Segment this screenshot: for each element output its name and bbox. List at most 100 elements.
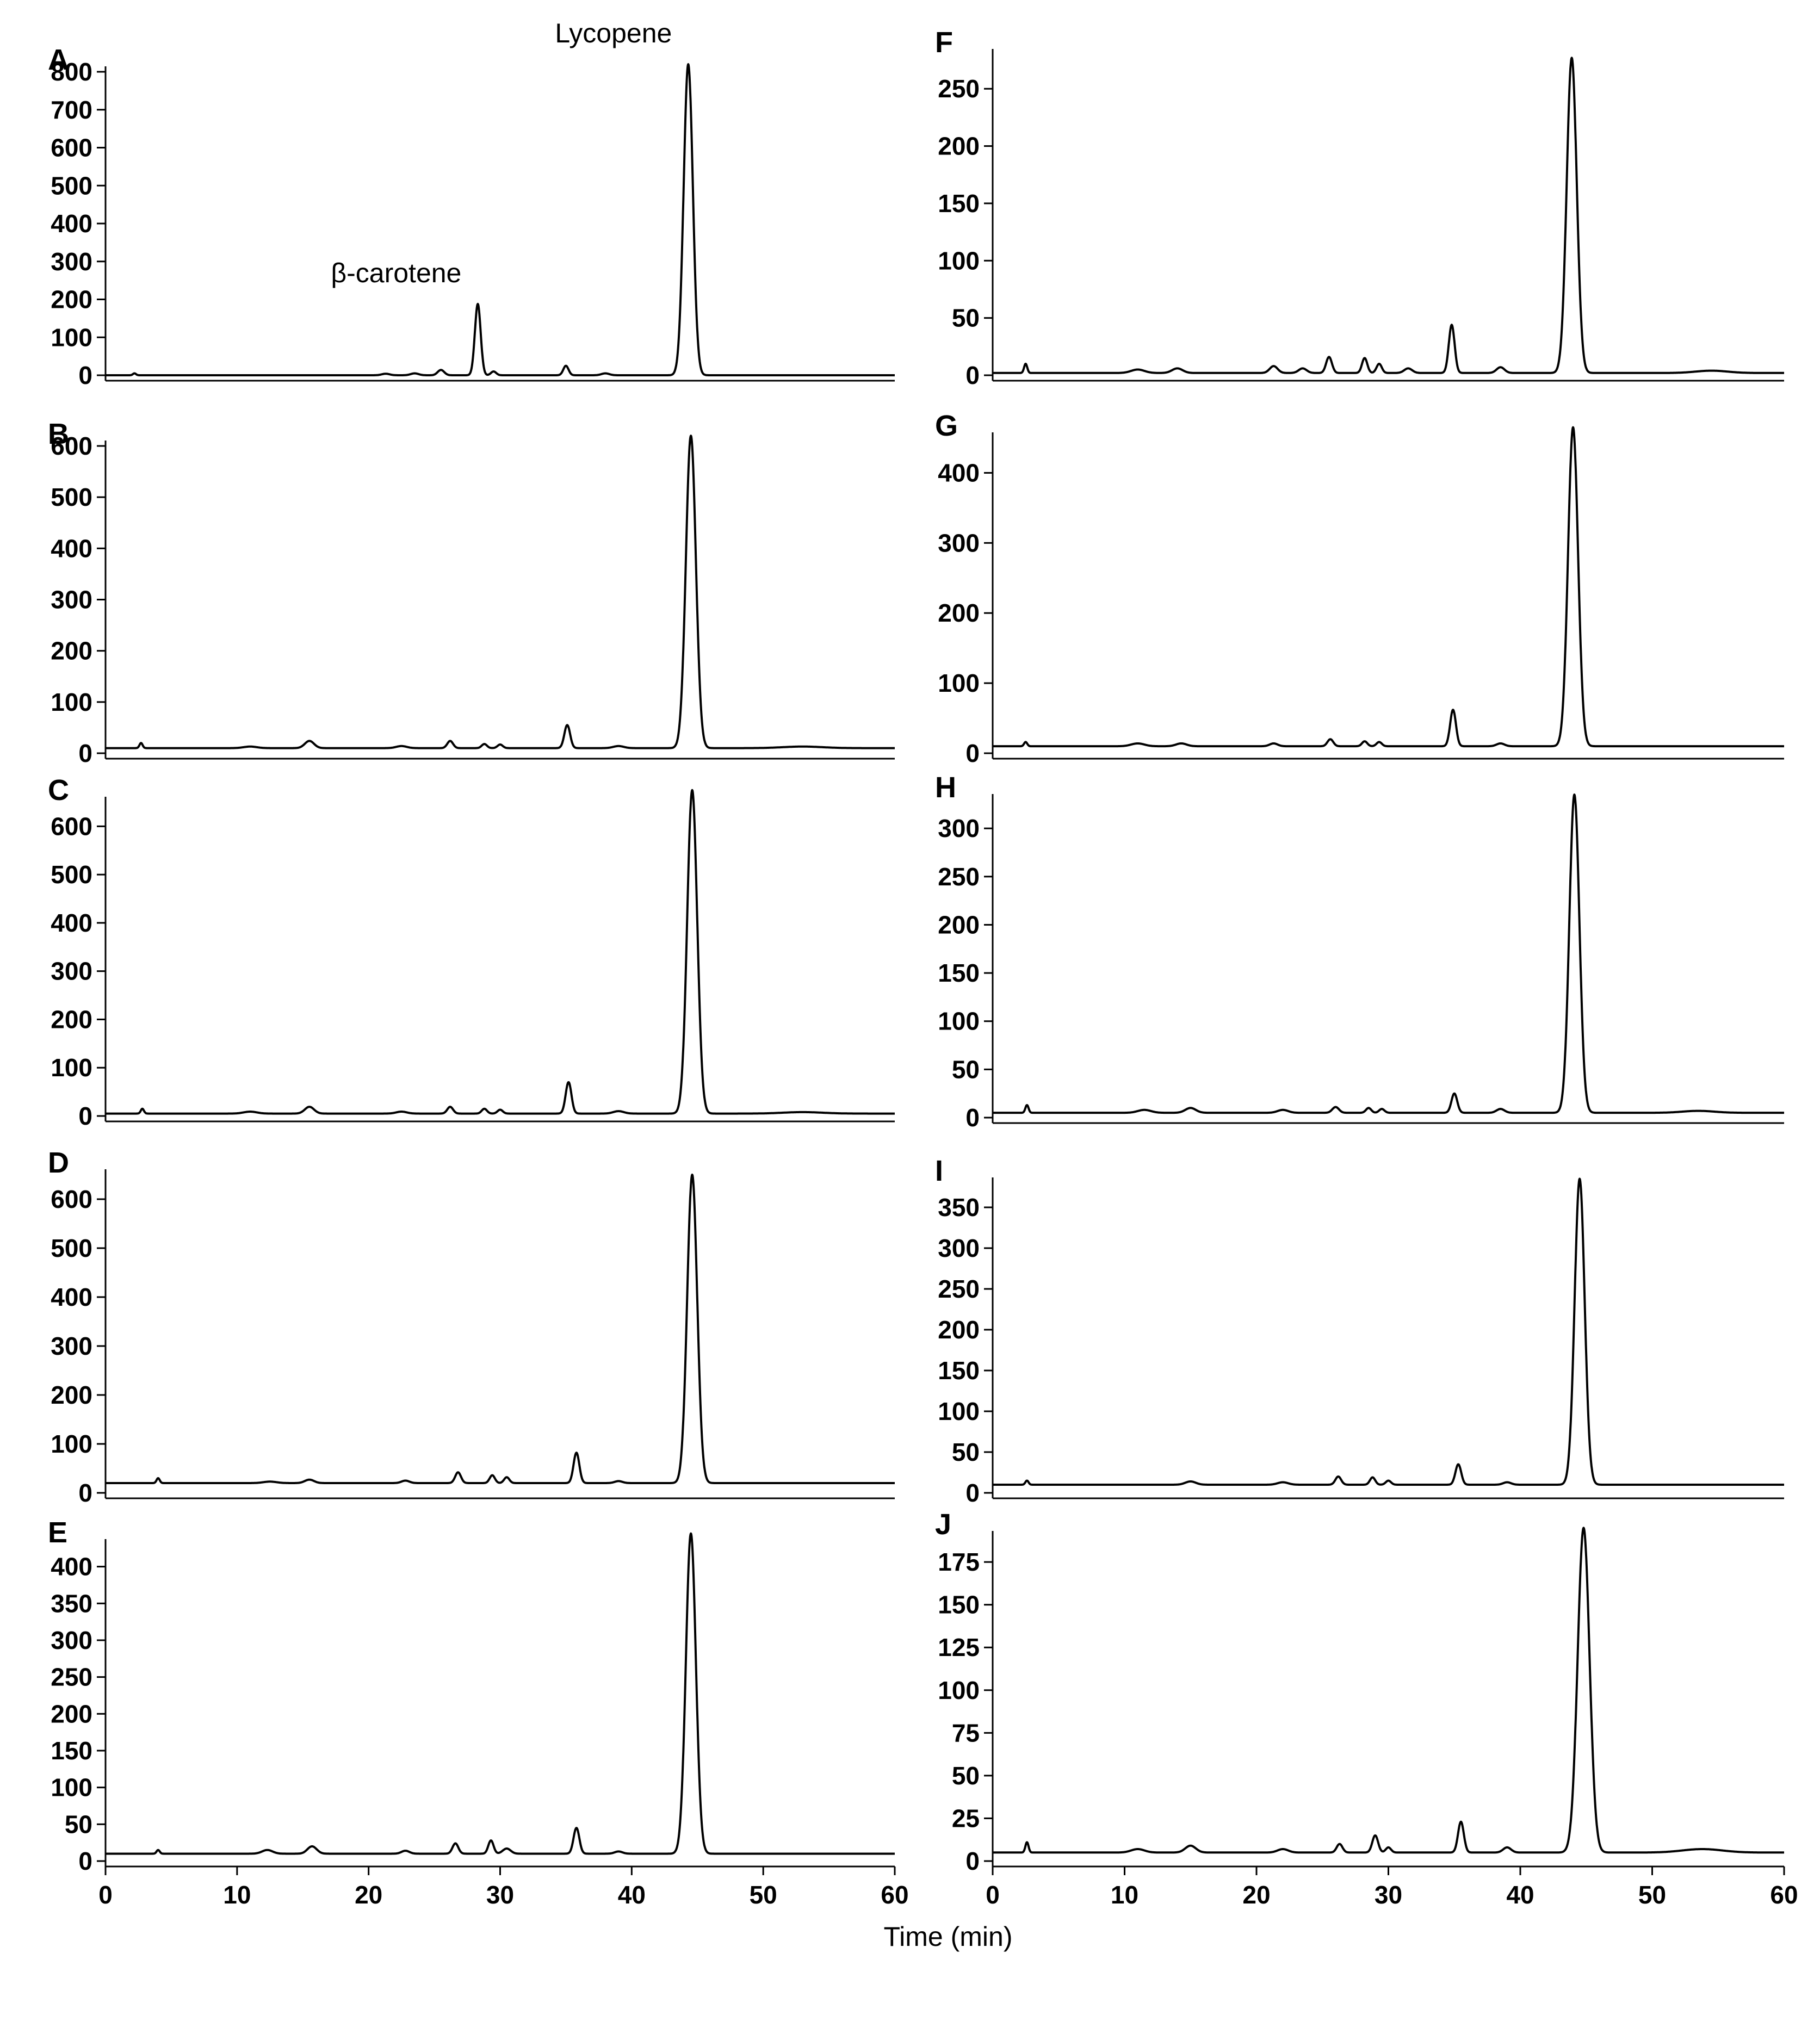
y-tick-label-d: 200 — [51, 1381, 92, 1409]
y-tick-label-a: 100 — [51, 323, 92, 351]
trace-h — [992, 793, 1785, 1114]
panel-letter-j: J — [935, 1508, 951, 1541]
y-tick-label-i: 250 — [938, 1275, 980, 1303]
y-tick-label-c: 200 — [51, 1005, 92, 1033]
panel-letter-g: G — [935, 410, 958, 442]
peak-label-a: Lycopene — [555, 18, 672, 48]
y-tick-label-b: 600 — [51, 432, 92, 460]
y-tick-label-a: 500 — [51, 171, 92, 200]
panel-letter-i: I — [935, 1155, 943, 1187]
y-tick-label-a: 300 — [51, 247, 92, 276]
y-tick-label-f: 200 — [938, 132, 980, 160]
panel-c: 0 100 200 300 400 500 600 C — [48, 774, 896, 1130]
y-tick-label-g: 400 — [938, 458, 980, 487]
panel-f: 0 50 100 150 200 250 F — [935, 26, 1785, 389]
y-tick-label-h: 100 — [938, 1007, 980, 1035]
y-tick-label-a: 200 — [51, 286, 92, 314]
y-tick-label-j: 150 — [938, 1591, 980, 1619]
y-tick-label-e: 300 — [51, 1626, 92, 1654]
y-tick-label-c: 600 — [51, 812, 92, 840]
trace-e — [104, 1532, 896, 1855]
y-tick-label-b: 0 — [78, 739, 92, 767]
y-tick-label-c: 400 — [51, 909, 92, 937]
x-axis-title: Time (min) — [883, 1921, 1012, 1952]
y-tick-label-e: 0 — [78, 1847, 92, 1875]
y-tick-label-d: 300 — [51, 1332, 92, 1360]
x-tick-label-j: 30 — [1375, 1881, 1402, 1909]
trace-f — [992, 57, 1785, 374]
y-tick-label-e: 200 — [51, 1700, 92, 1728]
trace-b — [104, 435, 896, 749]
y-tick-label-f: 250 — [938, 75, 980, 103]
y-tick-label-g: 100 — [938, 669, 980, 697]
y-tick-label-c: 100 — [51, 1053, 92, 1082]
panel-d: 0 100 200 300 400 500 600 D — [48, 1146, 896, 1507]
trace-c — [104, 789, 896, 1115]
trace-g — [992, 426, 1785, 748]
panel-h: 0 50 100 150 200 250 300 H — [935, 771, 1785, 1132]
x-tick-label-e: 20 — [355, 1881, 382, 1909]
y-tick-label-a: 400 — [51, 209, 92, 238]
y-tick-label-j: 100 — [938, 1676, 980, 1704]
x-tick-label-j: 20 — [1242, 1881, 1270, 1909]
y-tick-label-e: 50 — [65, 1810, 92, 1838]
y-tick-label-b: 200 — [51, 637, 92, 665]
peak-label-a: β-carotene — [331, 258, 461, 288]
y-tick-label-d: 500 — [51, 1234, 92, 1262]
panel-letter-c: C — [48, 774, 69, 807]
x-tick-label-e: 50 — [750, 1881, 777, 1909]
y-tick-label-h: 300 — [938, 814, 980, 842]
y-tick-label-h: 0 — [965, 1103, 980, 1132]
y-tick-label-j: 25 — [952, 1804, 980, 1832]
y-tick-label-c: 0 — [78, 1102, 92, 1130]
panel-letter-a: A — [48, 44, 69, 76]
y-tick-label-f: 0 — [965, 361, 980, 389]
y-tick-label-c: 300 — [51, 957, 92, 985]
y-tick-label-i: 50 — [952, 1438, 980, 1466]
x-tick-label-e: 10 — [223, 1881, 251, 1909]
y-tick-label-i: 0 — [965, 1479, 980, 1507]
x-tick-label-j: 10 — [1111, 1881, 1138, 1909]
panel-letter-b: B — [48, 418, 69, 450]
x-tick-label-e: 0 — [98, 1881, 113, 1909]
y-tick-label-a: 0 — [78, 361, 92, 389]
y-tick-label-g: 200 — [938, 599, 980, 627]
y-tick-label-f: 150 — [938, 189, 980, 218]
panel-letter-e: E — [48, 1516, 67, 1549]
y-tick-label-c: 500 — [51, 860, 92, 889]
x-tick-label-e: 60 — [881, 1881, 908, 1909]
y-tick-label-e: 100 — [51, 1773, 92, 1802]
x-tick-label-j: 0 — [986, 1881, 1000, 1909]
y-tick-label-b: 400 — [51, 534, 92, 562]
trace-i — [992, 1177, 1785, 1486]
panel-g: 0 100 200 300 400 G — [935, 410, 1785, 767]
y-tick-label-h: 200 — [938, 910, 980, 939]
x-tick-label-j: 60 — [1770, 1881, 1798, 1909]
y-tick-label-b: 500 — [51, 483, 92, 511]
x-tick-label-e: 30 — [486, 1881, 514, 1909]
y-tick-label-g: 0 — [965, 739, 980, 767]
panel-letter-f: F — [935, 26, 953, 59]
trace-d — [104, 1174, 896, 1484]
y-tick-label-j: 50 — [952, 1762, 980, 1790]
y-tick-label-e: 350 — [51, 1589, 92, 1617]
y-tick-label-j: 125 — [938, 1633, 980, 1661]
y-tick-label-a: 600 — [51, 134, 92, 162]
panel-j: 0 25 50 75 100 125 150 175 0 10 20 30 40 50 60 J — [935, 1508, 1798, 1909]
y-tick-label-e: 400 — [51, 1553, 92, 1581]
x-tick-label-e: 40 — [618, 1881, 646, 1909]
y-tick-label-d: 100 — [51, 1430, 92, 1458]
y-tick-label-g: 300 — [938, 529, 980, 557]
y-tick-label-b: 300 — [51, 586, 92, 614]
y-tick-label-i: 350 — [938, 1193, 980, 1221]
panel-letter-d: D — [48, 1146, 69, 1179]
y-tick-label-a: 800 — [51, 58, 92, 86]
panel-letter-h: H — [935, 771, 956, 804]
y-tick-label-a: 700 — [51, 96, 92, 124]
y-tick-label-e: 250 — [51, 1663, 92, 1691]
panel-e: 0 50 100 150 200 250 300 350 400 0 10 20 30 40 50 60 E — [48, 1516, 909, 1909]
y-tick-label-i: 200 — [938, 1316, 980, 1344]
y-tick-label-d: 0 — [78, 1479, 92, 1507]
